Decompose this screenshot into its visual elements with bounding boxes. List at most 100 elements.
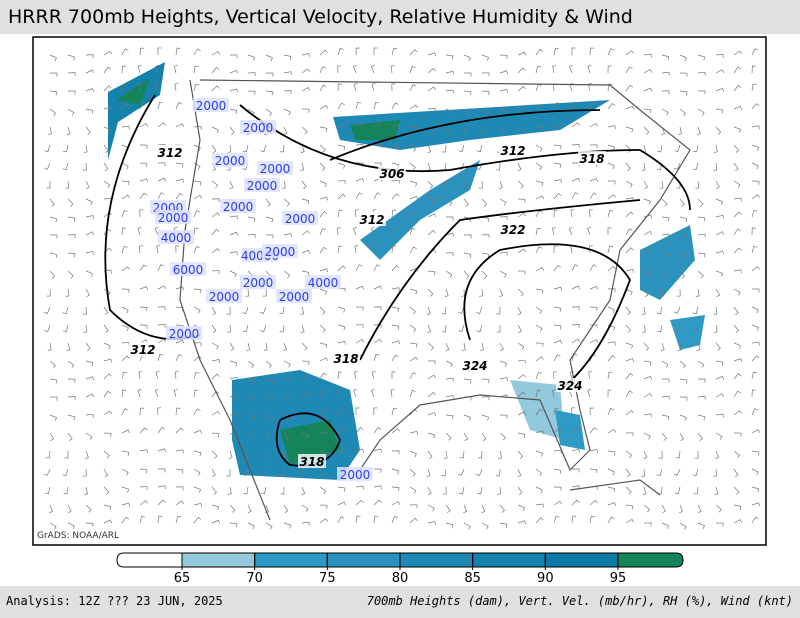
label-bg — [240, 120, 276, 134]
wind-barb — [355, 192, 363, 200]
wind-barb — [715, 108, 724, 114]
colorbar: 65 70 75 80 85 90 95 — [116, 552, 684, 586]
wind-barb — [751, 341, 760, 346]
wind-barb — [121, 468, 129, 476]
wind-barb — [283, 233, 292, 238]
wind-barb — [535, 430, 545, 435]
wind-barb — [391, 287, 400, 292]
wind-barb — [211, 126, 219, 134]
wind-barb — [373, 285, 383, 290]
wind-barb — [733, 84, 742, 92]
wind-barb — [660, 342, 665, 352]
colorbar-segment — [399, 552, 474, 568]
wind-barb — [355, 306, 364, 311]
wind-barb — [229, 215, 238, 220]
wind-barb — [121, 266, 130, 272]
wind-barb — [535, 342, 544, 347]
wind-barb — [193, 144, 201, 152]
wind-barb — [625, 180, 633, 188]
height-label: 306 — [379, 167, 404, 181]
wind-barb — [390, 65, 395, 74]
wind-barb — [498, 180, 503, 190]
wind-barb — [67, 378, 76, 383]
wind-barb — [517, 520, 527, 525]
wind-barb — [247, 234, 256, 238]
wind-barb — [692, 162, 699, 171]
wind-barb — [661, 216, 670, 222]
wind-barb — [175, 339, 185, 344]
wind-barb — [643, 270, 652, 277]
wind-barb — [157, 515, 163, 524]
wind-barb — [67, 432, 73, 441]
wind-barb — [409, 227, 416, 236]
wind-barb — [373, 47, 378, 56]
wind-barb — [499, 342, 504, 352]
wind-barb — [692, 468, 699, 477]
wind-barb — [229, 180, 234, 190]
wind-barb — [463, 270, 470, 279]
wind-barb — [139, 515, 146, 524]
wind-barb — [319, 268, 329, 273]
wind-barb — [625, 211, 634, 218]
wind-barb — [103, 50, 113, 56]
wind-barb — [283, 198, 290, 207]
wind-barb — [517, 107, 526, 112]
wind-barb — [461, 342, 466, 351]
wind-barb — [733, 180, 741, 188]
wind-barb — [137, 64, 142, 74]
wind-barb — [694, 450, 699, 459]
wind-barb — [121, 516, 130, 524]
wind-barb — [553, 144, 562, 150]
wind-barb — [85, 288, 90, 298]
wind-barb — [658, 450, 663, 459]
wind-barb — [67, 252, 76, 258]
wind-barb — [697, 395, 706, 400]
wind-barb — [247, 378, 256, 383]
wind-barb — [193, 306, 201, 314]
wind-barb — [427, 108, 436, 112]
wind-barb — [625, 269, 634, 273]
wind-barb — [553, 264, 562, 272]
wind-barb — [211, 270, 220, 274]
wind-barb — [643, 108, 652, 114]
wind-barb — [661, 360, 669, 368]
wind-barb — [697, 522, 705, 530]
wind-barb — [427, 374, 437, 380]
wind-barb — [607, 83, 613, 92]
legend: 700mb Heights (dam), Vert. Vel. (mb/hr),… — [367, 594, 793, 608]
wind-barb — [193, 180, 202, 186]
wind-barb — [476, 468, 483, 476]
wind-barb — [715, 432, 723, 440]
wind-barb — [229, 504, 236, 513]
wind-barb — [679, 432, 685, 442]
wind-barb — [445, 342, 450, 352]
wind-barb — [589, 101, 596, 110]
wind-barb — [715, 69, 725, 74]
wind-barb — [625, 324, 632, 333]
wind-barb — [751, 502, 761, 507]
wind-barb — [44, 144, 51, 153]
wind-barb — [457, 468, 465, 476]
wind-barb — [85, 231, 95, 236]
wind-barb — [63, 486, 69, 495]
wind-barb — [535, 517, 544, 524]
wind-barb — [373, 448, 383, 453]
wind-barb — [713, 468, 717, 477]
wind-barb — [751, 144, 760, 151]
wind-barb — [625, 66, 633, 74]
wind-barb — [103, 504, 112, 511]
label-bg — [166, 326, 202, 340]
wind-barb — [625, 358, 635, 362]
wind-barb — [247, 90, 256, 95]
wind-barb — [607, 408, 614, 416]
wind-barb — [83, 144, 88, 153]
wind-barb — [535, 48, 544, 56]
wind-barb — [319, 105, 329, 110]
wind-barb — [193, 65, 199, 74]
wind-barb — [337, 516, 345, 524]
wind-barb — [372, 245, 377, 254]
wind-barb — [641, 162, 646, 171]
wind-barb — [300, 324, 305, 334]
wind-barb — [49, 252, 58, 259]
wind-barb — [589, 427, 598, 434]
